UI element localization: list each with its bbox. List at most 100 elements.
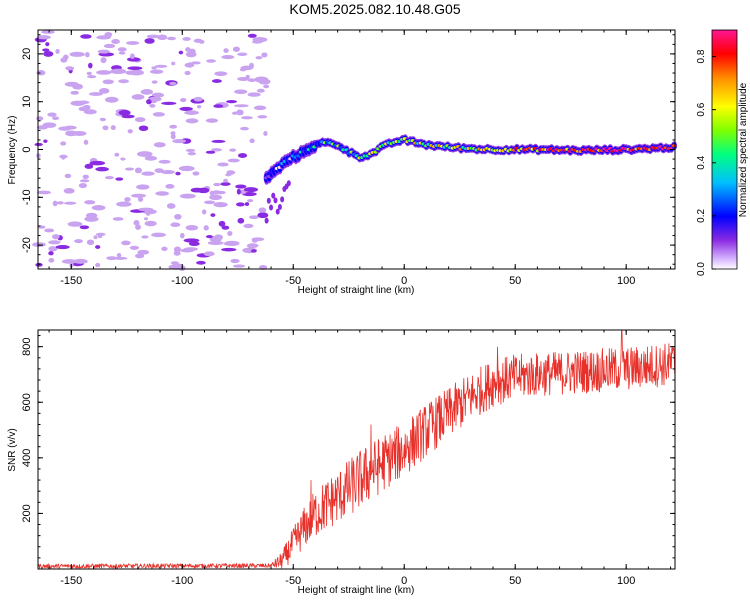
noise-blob [36, 70, 46, 76]
noise-blob [63, 201, 77, 205]
noise-blob [179, 98, 187, 103]
noise-blob [211, 79, 222, 83]
noise-blob [42, 122, 57, 128]
noise-blob [52, 116, 60, 121]
noise-blob [185, 118, 199, 124]
noise-blob [175, 171, 181, 176]
noise-blob [205, 235, 213, 239]
noise-blob [141, 235, 149, 239]
noise-blob [171, 61, 176, 66]
chart-title: KOM5.2025.082.10.48.G05 [289, 1, 461, 17]
noise-blob [161, 246, 168, 252]
noise-blob [247, 33, 257, 38]
noise-blob [41, 30, 55, 34]
noise-blob [43, 139, 48, 143]
noise-blob [258, 207, 267, 213]
noise-blob [98, 88, 110, 94]
spectrogram-signal-ridge [263, 134, 678, 224]
noise-blob [134, 117, 146, 123]
noise-blob [146, 99, 152, 105]
spectrogram-x-axis-label: Height of straight line (km) [298, 285, 415, 296]
noise-blob [102, 125, 109, 131]
noise-blob [229, 148, 237, 152]
spectrogram-y-axis-label: Frequency (Hz) [7, 116, 18, 185]
y-tick-label: 20 [21, 48, 33, 60]
noise-blob [129, 245, 140, 250]
noise-blob [89, 92, 103, 96]
noise-blob [73, 258, 88, 264]
noise-blob [83, 109, 97, 115]
noise-blob [136, 184, 150, 190]
noise-blob [243, 187, 259, 193]
noise-blob [178, 165, 195, 172]
noise-blob [151, 66, 157, 70]
noise-blob [214, 71, 228, 77]
noise-blob [130, 53, 135, 59]
noise-blob [74, 239, 83, 244]
noise-blob [149, 69, 164, 74]
noise-blob [240, 116, 253, 120]
noise-blob [203, 225, 209, 231]
noise-blob [112, 256, 128, 260]
x-tick-label: -150 [60, 275, 82, 287]
noise-blob [88, 62, 93, 69]
noise-blob [252, 40, 263, 44]
noise-blob [148, 96, 162, 102]
noise-blob [251, 238, 258, 243]
noise-blob [221, 247, 237, 252]
snr-series-line [37, 329, 676, 570]
noise-blob [225, 173, 232, 177]
noise-blob [35, 262, 43, 267]
noise-blob [205, 150, 216, 154]
noise-blob [79, 225, 90, 230]
noise-blob [36, 190, 52, 195]
noise-blob [236, 109, 244, 116]
noise-blob [36, 116, 44, 121]
colorbar-tick-label: 0.0 [696, 262, 707, 276]
noise-blob [99, 117, 106, 122]
noise-blob [184, 62, 195, 68]
noise-blob [196, 260, 206, 265]
noise-blob [180, 232, 185, 239]
noise-blob [47, 112, 57, 117]
noise-blob [170, 222, 181, 228]
noise-blob [120, 157, 126, 161]
noise-blob [144, 217, 149, 221]
noise-blob [48, 258, 55, 263]
spectrogram-noise-blobs [32, 30, 271, 271]
noise-blob [63, 125, 77, 130]
colorbar-tick-label: 0.4 [696, 155, 707, 169]
noise-blob [134, 253, 145, 259]
noise-blob [48, 240, 61, 245]
noise-blob [128, 69, 144, 76]
noise-blob [213, 104, 224, 108]
ridge-tail [271, 192, 276, 199]
noise-blob [116, 201, 132, 207]
noise-blob [80, 34, 92, 39]
spectrogram-y-ticks: -20 -10 0 10 20 [21, 34, 675, 265]
noise-blob [190, 61, 201, 65]
noise-blob [179, 106, 193, 111]
ridge-tail [277, 204, 282, 211]
noise-blob [127, 66, 143, 71]
noise-blob [237, 217, 245, 224]
noise-blob [95, 262, 101, 268]
noise-blob [95, 166, 109, 172]
snr-y-ticks: 200 400 600 800 [21, 335, 675, 559]
noise-blob [61, 154, 66, 160]
noise-blob [134, 167, 142, 174]
noise-blob [121, 240, 131, 246]
noise-blob [55, 244, 70, 250]
noise-blob [224, 240, 240, 247]
noise-blob [121, 114, 135, 119]
noise-blob [100, 57, 107, 64]
noise-blob [178, 50, 184, 55]
noise-blob [34, 142, 43, 147]
noise-blob [96, 70, 112, 75]
noise-blob [110, 68, 127, 75]
noise-blob [91, 205, 106, 211]
noise-blob [114, 152, 120, 157]
snr-plot-area [38, 330, 675, 569]
y-tick-label: -20 [21, 237, 33, 253]
